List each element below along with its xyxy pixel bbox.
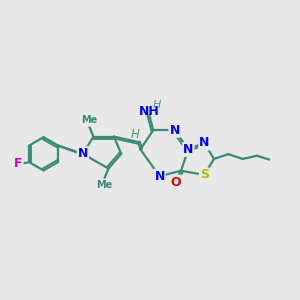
Text: O: O <box>171 176 181 189</box>
Text: N: N <box>78 147 88 160</box>
Text: N: N <box>183 143 194 156</box>
Text: N: N <box>169 124 180 137</box>
Text: H: H <box>152 100 160 110</box>
Text: NH: NH <box>139 104 160 118</box>
Text: Me: Me <box>82 116 98 125</box>
Text: S: S <box>200 168 209 182</box>
Text: H: H <box>131 128 140 142</box>
Text: N: N <box>154 170 165 183</box>
Text: N: N <box>199 136 209 149</box>
Text: Me: Me <box>97 180 113 190</box>
Text: F: F <box>14 157 22 170</box>
